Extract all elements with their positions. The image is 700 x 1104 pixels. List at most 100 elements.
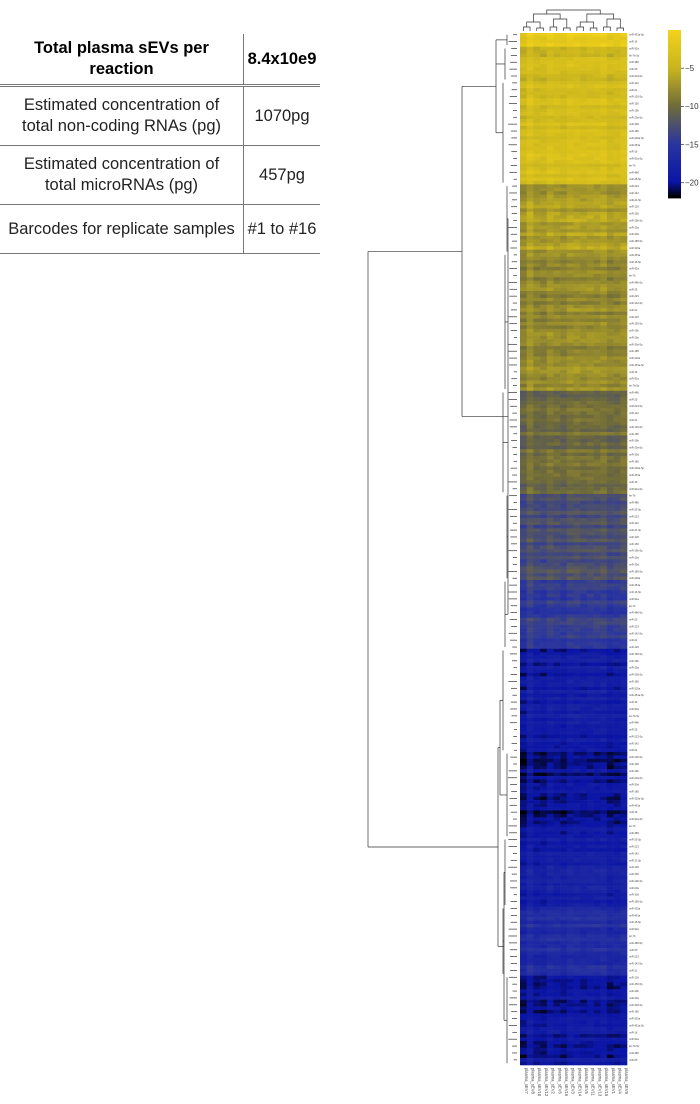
heatmap-cell bbox=[593, 122, 601, 127]
heatmap-cell bbox=[566, 280, 574, 285]
heatmap-cell bbox=[553, 1058, 561, 1062]
heatmap-cell bbox=[620, 686, 628, 691]
heatmap-cell bbox=[613, 432, 621, 436]
heatmap-cell bbox=[613, 387, 621, 392]
heatmap-cell bbox=[573, 573, 581, 577]
heatmap-cell bbox=[606, 301, 614, 306]
heatmap-cell bbox=[526, 469, 534, 474]
heatmap-cell bbox=[620, 865, 628, 870]
heatmap-cell bbox=[573, 868, 581, 873]
heatmap-cell bbox=[573, 205, 581, 209]
heatmap-cell bbox=[600, 180, 608, 185]
heatmap-cell bbox=[526, 57, 534, 61]
heatmap-cell bbox=[533, 817, 541, 822]
heatmap-cell bbox=[533, 600, 541, 605]
heatmap-cell bbox=[586, 531, 594, 536]
heatmap-cell bbox=[606, 920, 614, 925]
heatmap-cell bbox=[593, 91, 601, 96]
heatmap-cell bbox=[606, 442, 614, 447]
heatmap-cell bbox=[526, 844, 534, 849]
heatmap-cell bbox=[540, 39, 548, 44]
heatmap-cell bbox=[546, 528, 554, 533]
heatmap-cell bbox=[520, 1044, 527, 1049]
heatmap-cell bbox=[540, 1051, 548, 1055]
heatmap-cell bbox=[600, 1040, 608, 1045]
heatmap-cell bbox=[546, 786, 554, 791]
heatmap-cell bbox=[533, 535, 541, 539]
heatmap-cell bbox=[520, 1051, 527, 1055]
heatmap-cell bbox=[533, 851, 541, 856]
heatmap-cell bbox=[566, 39, 574, 44]
heatmap-cell bbox=[546, 1034, 554, 1038]
heatmap-cell bbox=[606, 741, 614, 746]
heatmap-cell bbox=[560, 246, 568, 251]
heatmap-cell bbox=[593, 291, 601, 295]
heatmap-cell bbox=[586, 851, 594, 856]
heatmap-cell bbox=[566, 352, 574, 357]
heatmap-cell bbox=[573, 511, 581, 515]
heatmap-cell bbox=[600, 837, 608, 842]
heatmap-cell bbox=[553, 538, 561, 543]
heatmap-cell bbox=[586, 215, 594, 220]
heatmap-cell bbox=[526, 112, 534, 116]
heatmap-cell bbox=[613, 659, 621, 663]
heatmap-cell bbox=[553, 951, 561, 956]
heatmap-cell bbox=[573, 1061, 581, 1066]
heatmap-cell bbox=[620, 765, 628, 770]
heatmap-cell bbox=[520, 789, 527, 794]
heatmap-cell bbox=[540, 57, 548, 61]
heatmap-cell bbox=[620, 387, 628, 392]
heatmap-cell bbox=[580, 480, 588, 484]
heatmap-cell bbox=[586, 280, 594, 285]
heatmap-cell bbox=[520, 504, 527, 509]
heatmap-cell bbox=[546, 253, 554, 257]
heatmap-cell bbox=[533, 146, 541, 151]
heatmap-cell bbox=[593, 862, 601, 866]
heatmap-cell bbox=[600, 208, 608, 213]
heatmap-cell bbox=[580, 404, 588, 409]
heatmap-cell bbox=[520, 645, 527, 650]
heatmap-cell bbox=[600, 1016, 608, 1021]
heatmap-cell bbox=[546, 98, 554, 103]
heatmap-cell bbox=[586, 583, 594, 588]
heatmap-cell bbox=[540, 1061, 548, 1066]
heatmap-cell bbox=[600, 1037, 608, 1042]
heatmap-cell bbox=[586, 734, 594, 739]
heatmap-cell bbox=[566, 710, 574, 715]
heatmap-cell bbox=[580, 463, 588, 467]
heatmap-cell bbox=[586, 535, 594, 539]
heatmap-cell bbox=[613, 438, 621, 443]
heatmap-cell bbox=[533, 287, 541, 292]
heatmap-cell bbox=[580, 284, 588, 288]
heatmap-cell bbox=[620, 67, 628, 72]
heatmap-cell bbox=[540, 407, 548, 412]
heatmap-cell bbox=[553, 641, 561, 646]
heatmap-cell bbox=[520, 968, 527, 973]
heatmap-cell bbox=[546, 917, 554, 921]
heatmap-cell bbox=[540, 174, 548, 178]
heatmap-cell bbox=[580, 758, 588, 763]
heatmap-cell bbox=[620, 380, 628, 385]
heatmap-cell bbox=[620, 807, 628, 811]
heatmap-cell bbox=[620, 315, 628, 319]
heatmap-cell bbox=[553, 820, 561, 825]
heatmap-cell bbox=[533, 755, 541, 760]
heatmap-cell bbox=[546, 187, 554, 192]
heatmap-cell bbox=[606, 235, 614, 240]
heatmap-cell bbox=[606, 318, 614, 323]
heatmap-cell bbox=[540, 937, 548, 942]
heatmap-cell bbox=[553, 232, 561, 237]
heatmap-cell bbox=[553, 954, 561, 959]
heatmap-cell bbox=[566, 793, 574, 797]
heatmap-cell bbox=[586, 855, 594, 859]
heatmap-cell bbox=[560, 669, 568, 674]
heatmap-cell bbox=[520, 115, 527, 120]
heatmap-cell bbox=[533, 727, 541, 732]
heatmap-cell bbox=[560, 397, 568, 402]
heatmap-cell bbox=[526, 180, 534, 185]
heatmap-cell bbox=[580, 98, 588, 103]
heatmap-cell bbox=[600, 156, 608, 161]
heatmap-cell bbox=[566, 948, 574, 952]
heatmap-cell bbox=[560, 1009, 568, 1014]
heatmap-cell bbox=[560, 648, 568, 653]
